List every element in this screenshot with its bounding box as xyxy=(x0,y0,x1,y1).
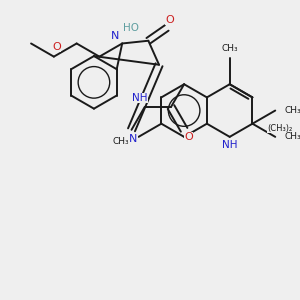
Text: CH₃: CH₃ xyxy=(285,132,300,141)
Text: N: N xyxy=(129,134,138,144)
Text: O: O xyxy=(52,42,61,52)
Text: HO: HO xyxy=(123,22,140,33)
Text: CH₃: CH₃ xyxy=(221,44,238,53)
Text: O: O xyxy=(184,132,193,142)
Text: N: N xyxy=(110,31,119,41)
Text: (CH₃)₂: (CH₃)₂ xyxy=(268,124,293,133)
Text: NH: NH xyxy=(132,93,148,103)
Text: NH: NH xyxy=(222,140,237,150)
Text: CH₃: CH₃ xyxy=(285,106,300,115)
Text: O: O xyxy=(165,16,174,26)
Text: CH₃: CH₃ xyxy=(112,137,129,146)
